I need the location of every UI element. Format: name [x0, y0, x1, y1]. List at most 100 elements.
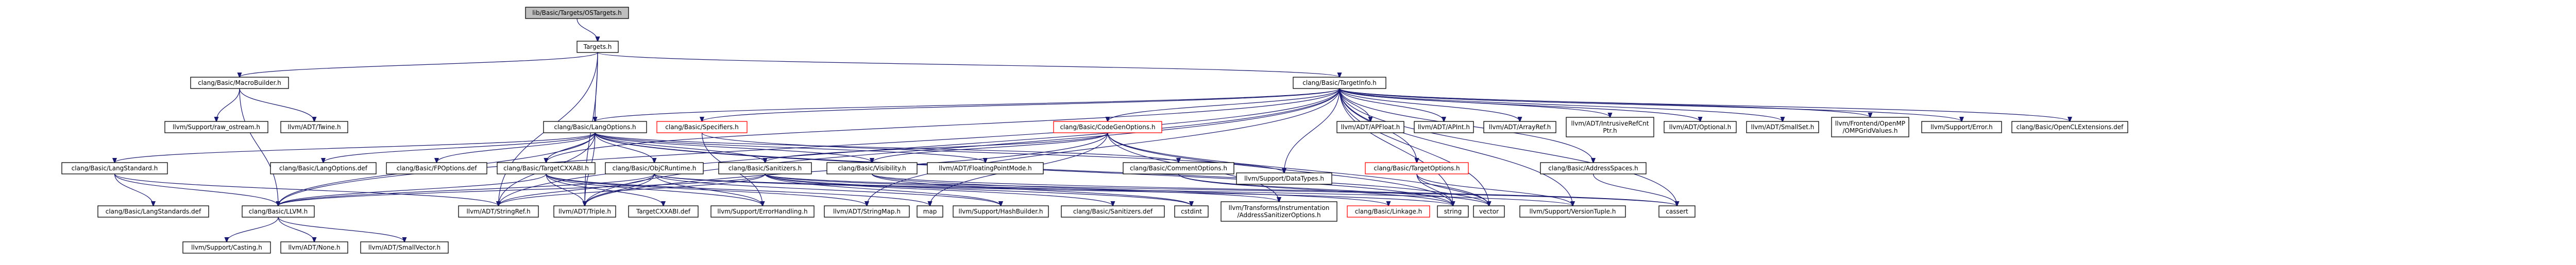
node-targetcxxabi[interactable]: clang/Basic/TargetCXXABI.h — [497, 162, 596, 174]
node-map[interactable]: map — [917, 205, 943, 218]
edge-langoptions-to-visibility — [595, 132, 872, 163]
edge-sanitizers-to-sanitizersdef — [765, 173, 1113, 206]
node-box-optional — [1664, 121, 1737, 133]
edge-targetcxxabi-to-llvmh — [278, 173, 547, 206]
node-box-targetcxxabi — [497, 162, 596, 174]
node-targets[interactable]: Targets.h — [577, 41, 619, 53]
node-label-addresssanitizeroptions-line1: /AddressSanitizerOptions.h — [1237, 211, 1320, 219]
node-label-string: string — [1444, 208, 1462, 215]
node-smallvector[interactable]: llvm/ADT/SmallVector.h — [360, 241, 449, 254]
node-specifiers[interactable]: clang/Basic/Specifiers.h — [656, 121, 748, 133]
node-targetcxxabidef[interactable]: TargetCXXABI.def — [628, 205, 699, 218]
node-errorhandling[interactable]: llvm/Support/ErrorHandling.h — [710, 205, 815, 218]
node-label-objcruntime: clang/Basic/ObjCRuntime.h — [613, 165, 697, 172]
node-label-llvmh: clang/Basic/LLVM.h — [249, 208, 308, 215]
node-commentoptions[interactable]: clang/Basic/CommentOptions.h — [1123, 162, 1234, 174]
node-supporterror[interactable]: llvm/Support/Error.h — [1921, 121, 2002, 133]
node-floatingpointmode[interactable]: llvm/ADT/FloatingPointMode.h — [927, 162, 1044, 174]
edge-langoptions-to-targetcxxabi — [546, 132, 596, 163]
node-targetoptions[interactable]: clang/Basic/TargetOptions.h — [1365, 162, 1469, 174]
node-apfloat[interactable]: llvm/ADT/APFloat.h — [1336, 121, 1404, 133]
edge-codegenoptions-to-sanitizers — [765, 132, 1108, 163]
node-addressspaces[interactable]: clang/Basic/AddressSpaces.h — [1540, 162, 1647, 174]
edge-targets-to-targetinfo — [597, 52, 1340, 77]
node-llvmh[interactable]: clang/Basic/LLVM.h — [242, 205, 315, 218]
edge-langoptions-to-fpoptionsdef — [437, 132, 596, 163]
node-cstdint[interactable]: cstdint — [1174, 205, 1209, 218]
node-label-datatypes: llvm/Support/DataTypes.h — [1244, 175, 1324, 182]
edge-visibility-to-cstdint — [871, 173, 1192, 206]
node-label-root: lib/Basic/Targets/OSTargets.h — [532, 9, 621, 16]
node-label-casting: llvm/Support/Casting.h — [191, 244, 262, 251]
node-hashbuilder[interactable]: llvm/Support/HashBuilder.h — [953, 205, 1049, 218]
node-box-none — [280, 241, 348, 254]
node-box-targets — [577, 41, 619, 53]
node-label-linkage: clang/Basic/Linkage.h — [1355, 208, 1422, 215]
node-box-langstandardsdef — [97, 205, 209, 218]
node-langoptionsdef[interactable]: clang/Basic/LangOptions.def — [270, 162, 377, 174]
node-fpoptionsdef[interactable]: clang/Basic/FPOptions.def — [386, 162, 487, 174]
node-label-stringref: llvm/ADT/StringRef.h — [466, 208, 530, 215]
edges-layer — [114, 18, 2070, 242]
node-string[interactable]: string — [1437, 205, 1469, 218]
node-langstandard[interactable]: clang/Basic/LangStandard.h — [61, 162, 168, 174]
node-box-visibility — [826, 162, 918, 174]
node-label-intrusiverefcnt-line1: Ptr.h — [1603, 127, 1617, 134]
node-codegenoptions[interactable]: clang/Basic/CodeGenOptions.h — [1053, 121, 1162, 133]
node-langstandardsdef[interactable]: clang/Basic/LangStandards.def — [97, 205, 209, 218]
edge-codegenoptions-to-visibility — [872, 132, 1108, 163]
node-cassert[interactable]: cassert — [1658, 205, 1696, 218]
node-box-specifiers — [656, 121, 748, 133]
node-label-vector: vector — [1479, 208, 1499, 215]
node-twine[interactable]: llvm/ADT/Twine.h — [280, 121, 348, 133]
node-box-langoptionsdef — [270, 162, 377, 174]
node-box-targetinfo — [1293, 77, 1386, 89]
node-root[interactable]: lib/Basic/Targets/OSTargets.h — [525, 7, 629, 19]
node-box-apint — [1414, 121, 1474, 133]
nodes-layer: lib/Basic/Targets/OSTargets.h Targets.h cl… — [61, 7, 2128, 254]
node-sanitizersdef[interactable]: clang/Basic/Sanitizers.def — [1061, 205, 1165, 218]
edge-targetinfo-to-apfloat — [1339, 88, 1370, 121]
node-optional[interactable]: llvm/ADT/Optional.h — [1664, 121, 1737, 133]
node-arrayref[interactable]: llvm/ADT/ArrayRef.h — [1483, 121, 1556, 133]
edge-targetinfo-to-optional — [1339, 88, 1700, 121]
node-stringmap[interactable]: llvm/ADT/StringMap.h — [824, 205, 910, 218]
node-triple[interactable]: llvm/ADT/Triple.h — [553, 205, 616, 218]
node-label-targetcxxabidef: TargetCXXABI.def — [636, 208, 691, 215]
node-macrobuilder[interactable]: clang/Basic/MacroBuilder.h — [190, 77, 289, 89]
edge-macrobuilder-to-twine — [239, 88, 314, 121]
node-box-openmpgrid — [1831, 117, 1909, 137]
edge-codegenoptions-to-string — [1107, 132, 1453, 206]
node-linkage[interactable]: clang/Basic/Linkage.h — [1347, 205, 1430, 218]
node-targetinfo[interactable]: clang/Basic/TargetInfo.h — [1293, 77, 1386, 89]
node-casting[interactable]: llvm/Support/Casting.h — [182, 241, 271, 254]
node-box-datatypes — [1236, 172, 1332, 185]
edge-codegenoptions-to-vector — [1107, 132, 1489, 206]
node-visibility[interactable]: clang/Basic/Visibility.h — [826, 162, 918, 174]
edge-sanitizers-to-llvmh — [278, 173, 766, 206]
node-smallset[interactable]: llvm/ADT/SmallSet.h — [1746, 121, 1819, 133]
edge-objcruntime-to-stringref — [499, 173, 655, 206]
node-label-visibility: clang/Basic/Visibility.h — [838, 165, 906, 172]
node-box-triple — [553, 205, 616, 218]
node-apint[interactable]: llvm/ADT/APInt.h — [1414, 121, 1474, 133]
node-versiontuple[interactable]: llvm/Support/VersionTuple.h — [1519, 205, 1626, 218]
node-datatypes[interactable]: llvm/Support/DataTypes.h — [1236, 172, 1332, 185]
node-none[interactable]: llvm/ADT/None.h — [280, 241, 348, 254]
node-langoptions[interactable]: clang/Basic/LangOptions.h — [543, 121, 647, 133]
node-openclext[interactable]: clang/Basic/OpenCLExtensions.def — [2011, 121, 2128, 133]
node-sanitizers[interactable]: clang/Basic/Sanitizers.h — [718, 162, 812, 174]
node-openmpgrid[interactable]: llvm/Frontend/OpenMP/OMPGridValues.h — [1831, 117, 1909, 137]
node-rawostream[interactable]: llvm/Support/raw_ostream.h — [164, 121, 268, 133]
node-addresssanitizeroptions[interactable]: llvm/Transforms/Instrumentation/AddressS… — [1221, 201, 1337, 222]
node-objcruntime[interactable]: clang/Basic/ObjCRuntime.h — [605, 162, 704, 174]
node-box-errorhandling — [710, 205, 815, 218]
node-vector[interactable]: vector — [1473, 205, 1505, 218]
node-stringref[interactable]: llvm/ADT/StringRef.h — [458, 205, 539, 218]
edge-specifiers-to-datatypes — [701, 132, 1284, 173]
edge-targetinfo-to-apint — [1339, 88, 1444, 121]
node-box-sanitizersdef — [1061, 205, 1165, 218]
edge-targetinfo-to-versiontuple — [1339, 88, 1573, 206]
edge-langstandard-to-langstandardsdef — [114, 173, 154, 206]
